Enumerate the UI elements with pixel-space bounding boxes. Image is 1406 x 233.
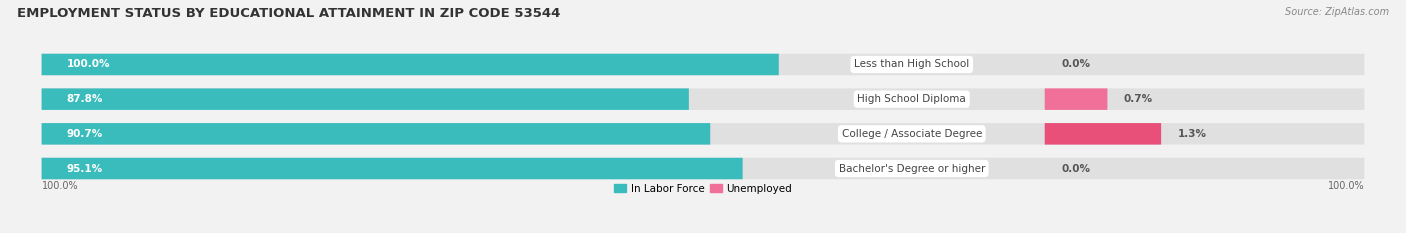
- Text: EMPLOYMENT STATUS BY EDUCATIONAL ATTAINMENT IN ZIP CODE 53544: EMPLOYMENT STATUS BY EDUCATIONAL ATTAINM…: [17, 7, 560, 20]
- FancyBboxPatch shape: [42, 88, 689, 110]
- FancyBboxPatch shape: [42, 88, 1364, 110]
- Legend: In Labor Force, Unemployed: In Labor Force, Unemployed: [610, 179, 796, 198]
- Text: 87.8%: 87.8%: [66, 94, 103, 104]
- FancyBboxPatch shape: [42, 123, 710, 145]
- FancyBboxPatch shape: [42, 54, 779, 75]
- Text: 100.0%: 100.0%: [1327, 181, 1364, 191]
- Text: Bachelor's Degree or higher: Bachelor's Degree or higher: [838, 164, 986, 174]
- FancyBboxPatch shape: [42, 158, 1364, 179]
- FancyBboxPatch shape: [1045, 88, 1108, 110]
- Text: 1.3%: 1.3%: [1178, 129, 1206, 139]
- Text: 100.0%: 100.0%: [42, 181, 79, 191]
- Text: 0.0%: 0.0%: [1062, 59, 1090, 69]
- Text: Source: ZipAtlas.com: Source: ZipAtlas.com: [1285, 7, 1389, 17]
- Text: High School Diploma: High School Diploma: [858, 94, 966, 104]
- FancyBboxPatch shape: [42, 123, 1364, 145]
- Text: 100.0%: 100.0%: [66, 59, 110, 69]
- Text: College / Associate Degree: College / Associate Degree: [842, 129, 981, 139]
- FancyBboxPatch shape: [42, 54, 1364, 75]
- Text: 0.7%: 0.7%: [1123, 94, 1153, 104]
- FancyBboxPatch shape: [1045, 123, 1161, 145]
- Text: Less than High School: Less than High School: [853, 59, 969, 69]
- Text: 95.1%: 95.1%: [66, 164, 103, 174]
- Text: 90.7%: 90.7%: [66, 129, 103, 139]
- FancyBboxPatch shape: [42, 158, 742, 179]
- Text: 0.0%: 0.0%: [1062, 164, 1090, 174]
